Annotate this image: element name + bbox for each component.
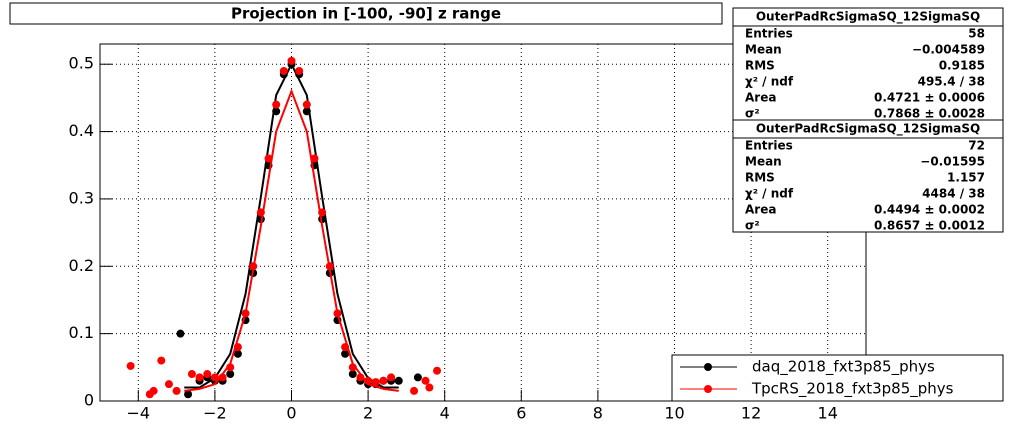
- stats-value: 0.7868 ± 0.0028: [874, 107, 985, 121]
- data-point: [149, 386, 158, 395]
- stats-label: σ²: [745, 219, 760, 233]
- stats-label: RMS: [745, 171, 775, 185]
- data-point: [195, 373, 204, 382]
- data-point: [333, 309, 342, 318]
- stats-label: RMS: [745, 59, 775, 73]
- data-point: [348, 370, 357, 379]
- stats-label: Area: [745, 203, 776, 217]
- data-point: [302, 100, 311, 109]
- data-point: [176, 329, 185, 338]
- legend-marker: [704, 385, 712, 393]
- x-tick-label: 10: [664, 404, 684, 423]
- data-point: [264, 154, 273, 163]
- data-point: [302, 107, 311, 116]
- stats-value: 72: [968, 139, 985, 153]
- stats-box: [732, 7, 1004, 121]
- x-tick-label: 6: [516, 404, 526, 423]
- chart-title: Projection in [-100, -90] z range: [231, 5, 501, 23]
- y-tick-label: 0.4: [69, 121, 94, 140]
- data-point: [226, 363, 235, 372]
- data-point: [379, 376, 388, 385]
- data-point: [256, 208, 265, 217]
- data-point: [233, 349, 242, 358]
- data-point: [394, 376, 403, 385]
- data-point: [203, 370, 212, 379]
- y-tick-label: 0.2: [69, 256, 94, 275]
- stats-label: χ² / ndf: [745, 187, 794, 201]
- data-point: [233, 343, 242, 352]
- stats-value: 58: [968, 27, 985, 41]
- data-point: [325, 262, 334, 271]
- legend-box: [671, 354, 1004, 402]
- data-point: [425, 383, 434, 392]
- data-point: [287, 56, 296, 65]
- data-point: [410, 386, 419, 395]
- data-point: [187, 370, 196, 379]
- data-point: [433, 366, 442, 375]
- data-point: [249, 262, 258, 271]
- stats-value: −0.004589: [912, 43, 985, 57]
- stats-value: 0.9185: [939, 59, 985, 73]
- title-box: [9, 2, 723, 25]
- data-point: [218, 373, 227, 382]
- stats-value: 1.157: [947, 171, 985, 185]
- stats-value: 495.4 / 38: [918, 75, 985, 89]
- x-tick-label: 4: [440, 404, 450, 423]
- data-point: [387, 373, 396, 382]
- data-point: [371, 378, 380, 387]
- data-point: [279, 66, 288, 75]
- x-tick-label: −4: [127, 404, 151, 423]
- stats-label: Entries: [745, 139, 793, 153]
- y-tick-label: 0.1: [69, 323, 94, 342]
- data-point: [272, 107, 281, 116]
- stats-label: Mean: [745, 43, 782, 57]
- data-point: [318, 208, 327, 217]
- y-tick-label: 0: [84, 391, 94, 410]
- stats-box: [732, 119, 1004, 233]
- stats-value: 0.8657 ± 0.0012: [874, 219, 985, 233]
- data-point: [356, 373, 365, 382]
- x-tick-label: 8: [593, 404, 603, 423]
- data-point: [184, 390, 193, 399]
- data-point: [413, 373, 422, 382]
- y-tick-label: 0.5: [69, 54, 94, 73]
- x-tick-label: 2: [363, 404, 373, 423]
- stats-label: Area: [745, 91, 776, 105]
- data-point: [164, 380, 173, 389]
- stats-label: σ²: [745, 107, 760, 121]
- data-point: [310, 154, 319, 163]
- legend-label: TpcRS_2018_fxt3p85_phys: [751, 380, 954, 399]
- stats-value: 0.4721 ± 0.0006: [874, 91, 985, 105]
- data-point: [241, 309, 250, 318]
- stats-label: χ² / ndf: [745, 75, 794, 89]
- legend-marker: [704, 363, 712, 371]
- legend-label: daq_2018_fxt3p85_phys: [752, 358, 935, 377]
- data-point: [172, 386, 181, 395]
- y-tick-label: 0.3: [69, 188, 94, 207]
- x-tick-label: −2: [203, 404, 227, 423]
- data-point: [341, 343, 350, 352]
- data-point: [364, 376, 373, 385]
- stats-value: 0.4494 ± 0.0002: [874, 203, 985, 217]
- stats-title: OuterPadRcSigmaSQ_12SigmaSQ: [756, 122, 980, 137]
- x-tick-label: 12: [741, 404, 761, 423]
- data-point: [341, 349, 350, 358]
- data-point: [295, 66, 304, 75]
- x-tick-label: 14: [818, 404, 838, 423]
- data-point: [210, 373, 219, 382]
- data-point: [421, 376, 430, 385]
- stats-value: −0.01595: [920, 155, 985, 169]
- stats-value: 4484 / 38: [922, 187, 985, 201]
- stats-title: OuterPadRcSigmaSQ_12SigmaSQ: [756, 10, 980, 25]
- stats-label: Mean: [745, 155, 782, 169]
- data-point: [272, 100, 281, 109]
- data-point: [157, 356, 166, 365]
- data-point: [348, 363, 357, 372]
- stats-label: Entries: [745, 27, 793, 41]
- x-tick-label: 0: [286, 404, 296, 423]
- data-point: [126, 361, 135, 370]
- data-point: [226, 370, 235, 379]
